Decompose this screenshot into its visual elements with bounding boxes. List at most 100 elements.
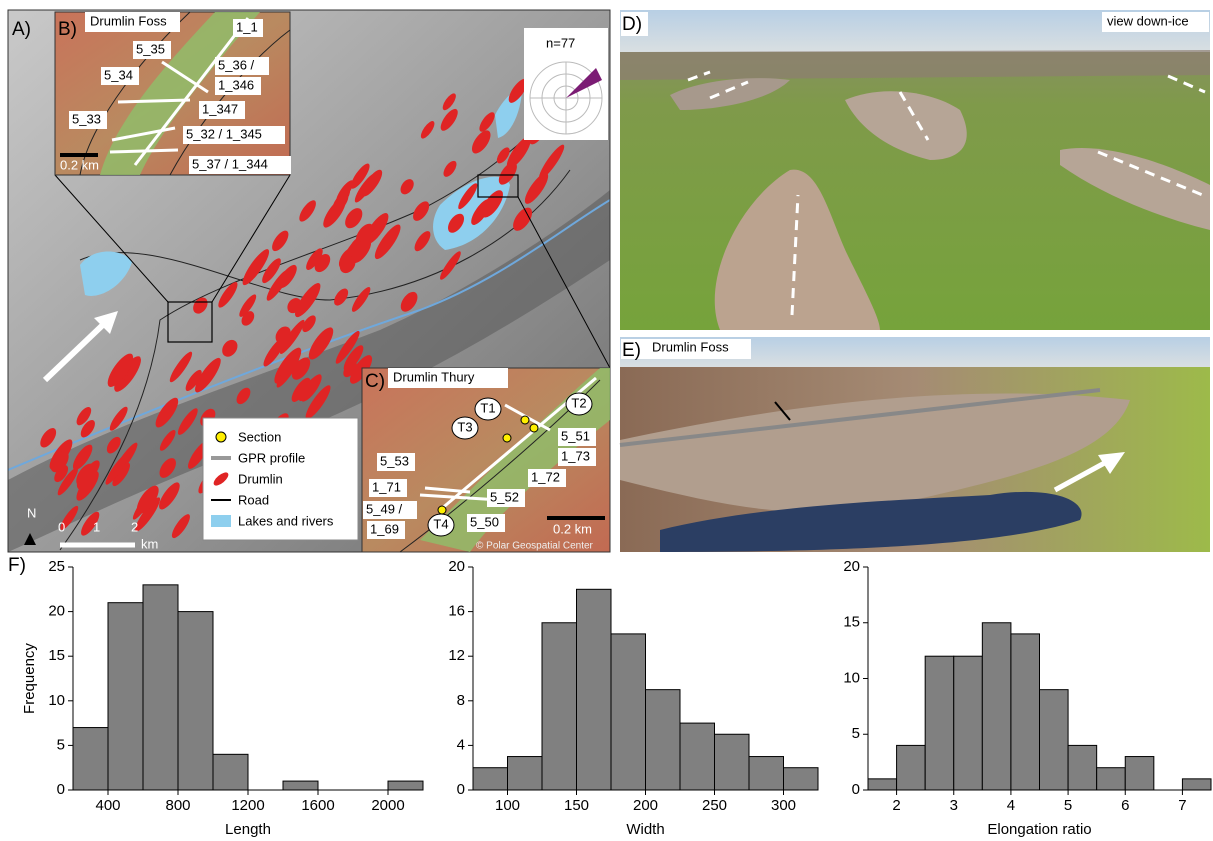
bar [611,634,646,790]
section-point [503,434,511,442]
x-tick-label: 4 [1007,797,1015,814]
profile-label: 5_36 / [218,57,255,72]
page: A) N 0 1 2 km n=77 Section GPR profile D… [0,0,1213,841]
bar [897,745,926,790]
bar [749,757,784,790]
x-tick-label: 150 [564,797,589,814]
bar [982,623,1011,790]
x-tick-label: 1200 [231,797,264,814]
scale-label: 0.2 km [553,521,592,536]
legend-label: GPR profile [238,450,305,465]
profile-label: 5_51 [561,428,590,443]
bar [542,623,577,790]
legend-label: Section [238,429,281,444]
y-tick-label: 5 [57,736,65,753]
x-tick-label: 6 [1121,797,1129,814]
north-label: N [27,505,36,520]
legend-label: Drumlin [238,471,283,486]
profile-label: 5_53 [380,453,409,468]
bar [73,728,108,790]
bar [473,768,508,790]
profile-label: 1_69 [370,521,399,536]
scale-label: km [141,536,158,551]
profile-label: 1_347 [202,101,238,116]
profile-label: 1_71 [372,479,401,494]
section-label: T3 [457,419,472,434]
bar [508,757,543,790]
profile-label: 5_50 [470,514,499,529]
y-axis-label: Frequency [21,643,38,714]
profile-label: 5_52 [490,489,519,504]
profile-label: 1_346 [218,77,254,92]
inset-title: Drumlin Thury [393,369,475,384]
legend-symbol [211,515,231,527]
bar [646,690,681,790]
section-label: T4 [433,516,448,531]
profile-label: 5_35 [136,41,165,56]
y-tick-label: 20 [448,558,465,575]
scale-label: 0 [58,519,65,534]
legend-symbol [216,432,226,442]
bar [680,723,715,790]
x-tick-label: 300 [771,797,796,814]
credit: © Polar Geospatial Center [476,541,594,552]
y-tick-label: 25 [48,558,65,575]
x-tick-label: 5 [1064,797,1072,814]
profile-label: 5_37 / 1_344 [192,156,268,171]
x-tick-label: 1600 [301,797,334,814]
panel-label: D) [622,14,642,35]
bar [954,656,983,790]
y-tick-label: 10 [48,692,65,709]
x-tick-label: 7 [1178,797,1186,814]
section-point [521,416,529,424]
profile-label: 5_34 [104,67,133,82]
bar [925,656,954,790]
profile-label: 1_72 [531,469,560,484]
y-tick-label: 0 [457,781,465,798]
bar [1068,745,1097,790]
bar [108,603,143,790]
bar [388,781,423,790]
x-tick-label: 800 [165,797,190,814]
y-tick-label: 16 [448,603,465,620]
x-tick-label: 400 [95,797,120,814]
x-tick-label: 100 [495,797,520,814]
y-tick-label: 0 [57,781,65,798]
horizon [620,50,1210,80]
gpr-profile [110,150,178,152]
photo-note: view down-ice [1107,13,1189,28]
figure: A) N 0 1 2 km n=77 Section GPR profile D… [0,0,1213,841]
bar [178,612,213,790]
bar [577,589,612,790]
profile-label: 5_32 / 1_345 [186,126,262,141]
profile-label: 5_49 / [366,501,403,516]
bar [868,779,897,790]
panel-label: C) [365,371,385,392]
photo-e [620,337,1210,552]
photo-title: Drumlin Foss [652,339,729,354]
section-label: T2 [571,395,586,410]
x-tick-label: 2000 [371,797,404,814]
bar [213,754,248,790]
inset-title: Drumlin Foss [90,13,167,28]
y-tick-label: 15 [48,647,65,664]
profile-label: 5_33 [72,111,101,126]
profile-label: 1_1 [236,19,258,34]
x-axis-label: Width [626,821,664,838]
y-tick-label: 8 [457,692,465,709]
legend-label: Road [238,492,269,507]
section-point [530,424,538,432]
panel-label: E) [622,340,641,361]
x-tick-label: 250 [702,797,727,814]
y-tick-label: 20 [843,558,860,575]
panel-label: F) [8,555,26,576]
panel-label: B) [58,19,77,40]
x-tick-label: 3 [950,797,958,814]
x-tick-label: 2 [892,797,900,814]
bar [1097,768,1126,790]
bar [715,734,750,790]
x-tick-label: 200 [633,797,658,814]
y-tick-label: 0 [852,781,860,798]
section-point [438,506,446,514]
scale-label: 0.2 km [60,157,99,172]
